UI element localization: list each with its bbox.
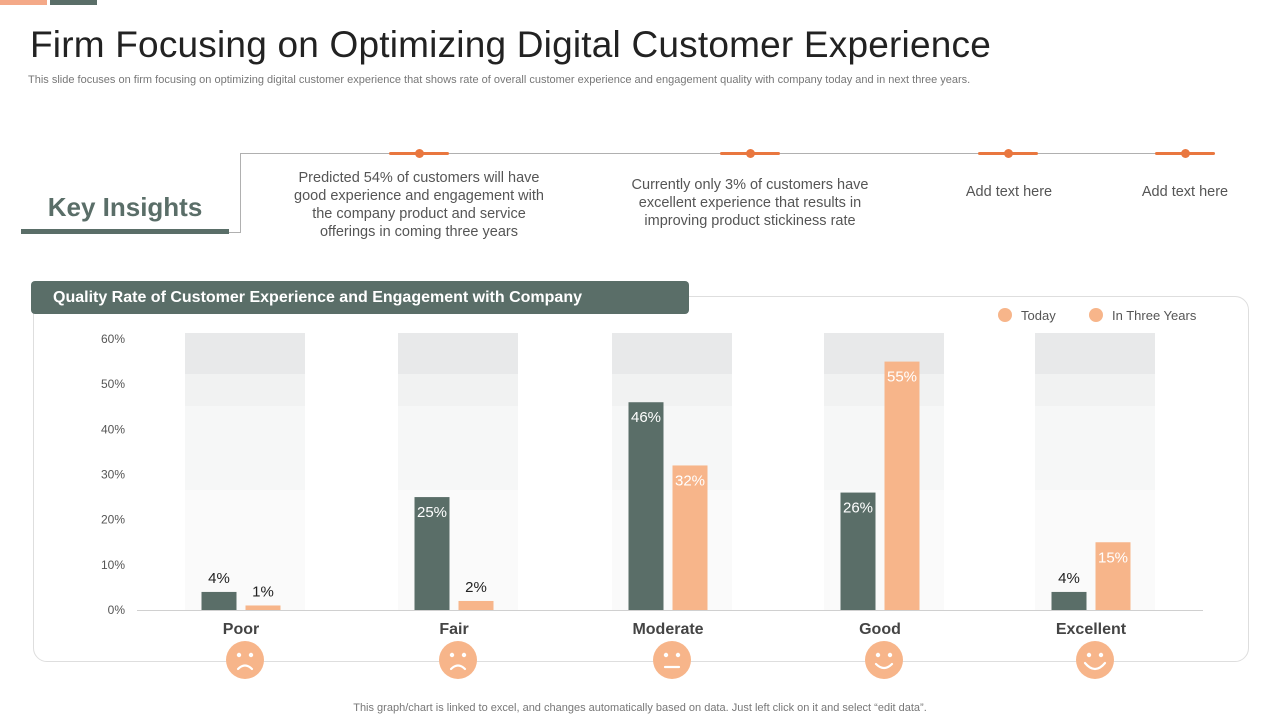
column-band-upper-4 bbox=[1035, 374, 1155, 406]
face-eye-right-icon bbox=[1098, 652, 1104, 658]
top-accent-orange bbox=[0, 0, 47, 5]
bar-three-years-good bbox=[884, 361, 920, 610]
happy-face-icon bbox=[865, 641, 903, 679]
key-insights-underline bbox=[21, 229, 229, 234]
key-insights-heading: Key Insights bbox=[47, 192, 203, 222]
data-label-today-fair: 25% bbox=[417, 504, 447, 521]
insight-marker-4 bbox=[1155, 149, 1215, 158]
column-band-mid-3 bbox=[824, 406, 944, 490]
column-band-mid-4 bbox=[1035, 406, 1155, 490]
column-band-upper-3 bbox=[824, 374, 944, 406]
category-label-moderate: Moderate bbox=[632, 621, 703, 638]
column-band-top-1 bbox=[398, 333, 518, 374]
legend-today: Today bbox=[998, 307, 1056, 323]
face-mouth-icon bbox=[449, 664, 467, 671]
bar-today-poor bbox=[201, 591, 237, 610]
sad-face-icon bbox=[439, 641, 477, 679]
insight-text-1: Predicted 54% of customers will have goo… bbox=[294, 170, 544, 240]
insight-text-2: Currently only 3% of customers have exce… bbox=[631, 177, 869, 229]
face-eye-left-icon bbox=[449, 652, 455, 658]
y-tick-label: 10% bbox=[101, 558, 125, 572]
insight-marker-2 bbox=[720, 149, 780, 158]
column-band-low-0 bbox=[185, 490, 305, 610]
y-tick-label: 30% bbox=[101, 468, 125, 482]
face-eye-left-icon bbox=[1086, 652, 1092, 658]
bar-three-years-excellent bbox=[1095, 542, 1131, 610]
bar-three-years-fair bbox=[458, 600, 494, 610]
data-label-three-years-fair: 2% bbox=[465, 579, 487, 596]
insight-marker-1 bbox=[389, 149, 449, 158]
data-label-three-years-excellent: 15% bbox=[1098, 549, 1128, 566]
y-tick-label: 50% bbox=[101, 377, 125, 391]
face-mouth-icon bbox=[874, 662, 894, 670]
face-eye-left-icon bbox=[875, 652, 881, 658]
bar-today-excellent bbox=[1051, 591, 1087, 610]
bar-today-good bbox=[840, 492, 876, 610]
neutral-face-icon bbox=[653, 641, 691, 679]
legend-today-swatch bbox=[998, 308, 1012, 322]
category-label-fair: Fair bbox=[439, 621, 468, 638]
bar-today-moderate bbox=[628, 402, 664, 610]
data-label-today-moderate: 46% bbox=[631, 409, 661, 426]
column-band-mid-0 bbox=[185, 406, 305, 490]
chart-header: Quality Rate of Customer Experience and … bbox=[31, 281, 689, 314]
column-band-top-0 bbox=[185, 333, 305, 374]
footer-note: This graph/chart is linked to excel, and… bbox=[353, 702, 927, 714]
bar-today-fair bbox=[414, 497, 450, 610]
data-label-three-years-poor: 1% bbox=[252, 583, 274, 600]
data-label-three-years-moderate: 32% bbox=[675, 472, 705, 489]
face-eye-right-icon bbox=[248, 652, 254, 658]
category-label-excellent: Excellent bbox=[1056, 621, 1127, 638]
face-eye-left-icon bbox=[663, 652, 669, 658]
legend-today-label: Today bbox=[1021, 307, 1056, 323]
legend-three-years-swatch bbox=[1089, 308, 1103, 322]
page-title: Firm Focusing on Optimizing Digital Cust… bbox=[30, 24, 992, 65]
column-band-upper-2 bbox=[612, 374, 732, 406]
data-label-today-excellent: 4% bbox=[1058, 570, 1080, 587]
y-tick-label: 0% bbox=[108, 603, 126, 617]
sad-face-icon bbox=[226, 641, 264, 679]
column-band-mid-1 bbox=[398, 406, 518, 490]
insights-bracket-foot bbox=[229, 232, 241, 233]
insight-marker-3 bbox=[978, 149, 1038, 158]
column-band-top-2 bbox=[612, 333, 732, 374]
category-label-good: Good bbox=[859, 621, 901, 638]
category-label-poor: Poor bbox=[223, 621, 259, 638]
column-band-low-4 bbox=[1035, 490, 1155, 610]
column-band-top-4 bbox=[1035, 333, 1155, 374]
insights-bracket-vertical bbox=[240, 153, 241, 233]
face-eye-right-icon bbox=[675, 652, 681, 658]
y-tick-label: 40% bbox=[101, 422, 125, 436]
insight-text-4: Add text here bbox=[1141, 184, 1229, 200]
data-label-today-good: 26% bbox=[843, 500, 873, 517]
column-band-upper-1 bbox=[398, 374, 518, 406]
column-band-upper-0 bbox=[185, 374, 305, 406]
column-band-top-3 bbox=[824, 333, 944, 374]
legend-three-years: In Three Years bbox=[1089, 307, 1196, 323]
bar-three-years-moderate bbox=[672, 465, 708, 610]
page-subtitle: This slide focuses on firm focusing on o… bbox=[28, 74, 971, 86]
y-tick-label: 60% bbox=[101, 332, 125, 346]
face-mouth-icon bbox=[236, 664, 254, 671]
top-accent-green bbox=[50, 0, 97, 5]
face-eye-right-icon bbox=[461, 652, 467, 658]
face-eye-right-icon bbox=[887, 652, 893, 658]
data-label-today-poor: 4% bbox=[208, 570, 230, 587]
face-mouth-icon bbox=[1083, 661, 1107, 671]
bar-three-years-poor bbox=[245, 605, 281, 610]
face-eye-left-icon bbox=[236, 652, 242, 658]
very-happy-face-icon bbox=[1076, 641, 1114, 679]
data-label-three-years-good: 55% bbox=[887, 369, 917, 386]
y-tick-label: 20% bbox=[101, 513, 125, 527]
insight-text-3: Add text here bbox=[965, 184, 1053, 200]
legend-three-years-label: In Three Years bbox=[1112, 307, 1197, 323]
